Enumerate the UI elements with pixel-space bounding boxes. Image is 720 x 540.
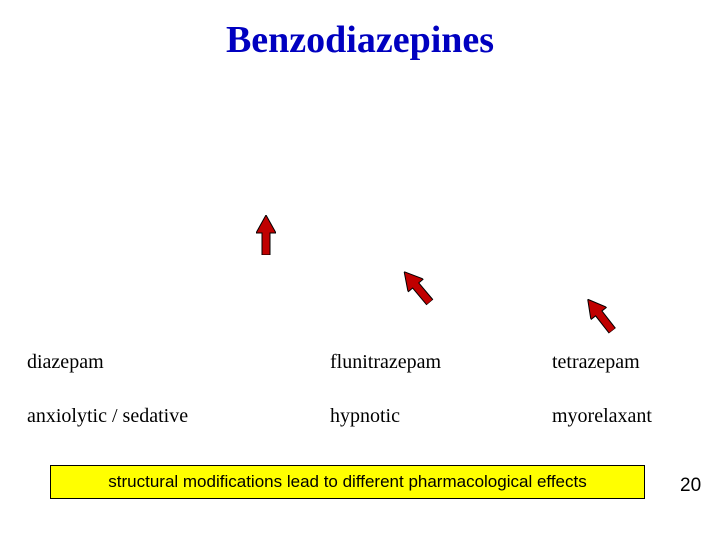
drug-name: diazepam (27, 351, 104, 374)
drug-effect: anxiolytic / sedative (27, 405, 188, 428)
page-number: 20 (680, 475, 701, 497)
slide-title: Benzodiazepines (0, 18, 720, 62)
drug-effect: myorelaxant (552, 405, 652, 428)
highlight-text: structural modifications lead to differe… (108, 472, 586, 492)
drug-effect: hypnotic (330, 405, 400, 428)
highlight-box: structural modifications lead to differe… (50, 465, 645, 499)
arrow-up-icon (256, 215, 276, 255)
drug-name: flunitrazepam (330, 351, 441, 374)
drug-name: tetrazepam (552, 351, 640, 374)
arrow-up-icon (580, 293, 620, 337)
arrow-up-icon (396, 265, 437, 308)
